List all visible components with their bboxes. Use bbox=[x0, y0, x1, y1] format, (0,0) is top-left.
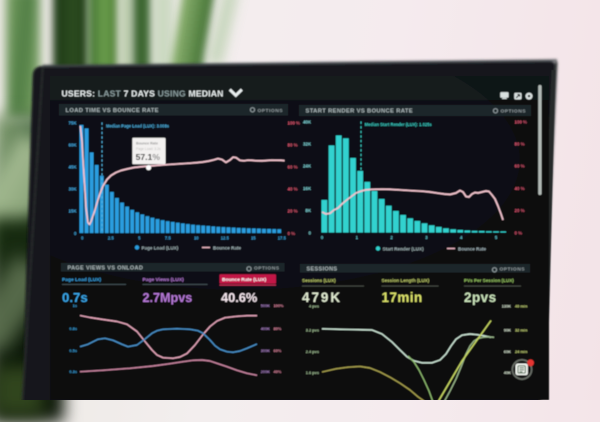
svg-text:START RENDER VS BOUNCE RATE: START RENDER VS BOUNCE RATE bbox=[306, 109, 413, 115]
svg-text:Sessions (LUX): Sessions (LUX) bbox=[302, 278, 336, 283]
svg-text:15K: 15K bbox=[68, 209, 77, 214]
svg-text:130K: 130K bbox=[502, 304, 511, 309]
svg-text:40K: 40K bbox=[303, 119, 312, 124]
svg-text:1s: 1s bbox=[73, 303, 77, 308]
svg-text:0 %: 0 % bbox=[515, 230, 523, 235]
svg-text:2pvs: 2pvs bbox=[464, 290, 497, 305]
svg-text:40 %: 40 % bbox=[515, 186, 525, 191]
svg-text:45K: 45K bbox=[68, 165, 77, 170]
svg-text:100 %: 100 % bbox=[515, 119, 528, 124]
svg-text:2.4 pvs: 2.4 pvs bbox=[306, 349, 319, 354]
svg-text:PVs Per Session (LUX): PVs Per Session (LUX) bbox=[464, 278, 514, 283]
svg-text:3.2 pvs: 3.2 pvs bbox=[306, 328, 319, 333]
svg-text:0.3s: 0.3s bbox=[69, 369, 77, 374]
svg-text:Page Load: 3.2s: Page Load: 3.2s bbox=[136, 147, 161, 151]
svg-text:2.7Mpvs: 2.7Mpvs bbox=[143, 291, 193, 305]
svg-text:SESSIONS: SESSIONS bbox=[307, 266, 338, 272]
svg-text:24K: 24K bbox=[303, 164, 312, 169]
svg-text:0: 0 bbox=[309, 230, 312, 235]
svg-text:17min: 17min bbox=[382, 290, 423, 305]
svg-text:75K: 75K bbox=[68, 120, 77, 125]
svg-text:100%: 100% bbox=[274, 303, 284, 308]
svg-text:30K: 30K bbox=[68, 187, 77, 192]
svg-text:Median Page Load (LUX): 3.008s: Median Page Load (LUX): 3.008s bbox=[106, 124, 170, 129]
svg-text:OPTIONS: OPTIONS bbox=[254, 265, 280, 271]
svg-text:4: 4 bbox=[460, 235, 463, 240]
svg-text:400K: 400K bbox=[261, 326, 270, 331]
svg-text:16K: 16K bbox=[303, 186, 312, 191]
svg-text:500K: 500K bbox=[261, 303, 270, 308]
svg-text:60 %: 60 % bbox=[515, 164, 525, 169]
svg-text:Page Load (LUX): Page Load (LUX) bbox=[142, 246, 179, 251]
svg-text:0: 0 bbox=[81, 235, 84, 240]
svg-text:57.1%: 57.1% bbox=[136, 152, 161, 162]
svg-text:2: 2 bbox=[390, 235, 393, 240]
svg-text:Page Views (LUX): Page Views (LUX) bbox=[143, 277, 185, 283]
svg-text:Start Render (LUX): Start Render (LUX) bbox=[383, 247, 425, 252]
svg-text:80 %: 80 % bbox=[288, 142, 298, 147]
svg-text:LOAD TIME VS BOUNCE RATE: LOAD TIME VS BOUNCE RATE bbox=[66, 108, 159, 114]
svg-text:32K: 32K bbox=[303, 142, 312, 147]
svg-text:7.5: 7.5 bbox=[165, 235, 171, 240]
svg-text:8K: 8K bbox=[305, 208, 311, 213]
svg-text:60K: 60K bbox=[504, 349, 511, 354]
svg-text:60 %: 60 % bbox=[288, 165, 298, 170]
svg-text:OPTIONS: OPTIONS bbox=[499, 266, 525, 272]
svg-text:2.5: 2.5 bbox=[108, 235, 114, 240]
svg-text:3: 3 bbox=[425, 235, 428, 240]
svg-text:Median Start Render (LUX): 1.0: Median Start Render (LUX): 1.025s bbox=[365, 122, 433, 127]
svg-text:60K: 60K bbox=[68, 142, 77, 147]
svg-text:0.5s: 0.5s bbox=[69, 348, 77, 353]
svg-text:40 min: 40 min bbox=[515, 304, 528, 309]
svg-text:60%: 60% bbox=[274, 348, 282, 353]
svg-text:300K: 300K bbox=[261, 348, 270, 353]
svg-text:0 %: 0 % bbox=[288, 231, 296, 236]
svg-text:0.8s: 0.8s bbox=[69, 326, 77, 331]
svg-text:0: 0 bbox=[321, 235, 324, 240]
svg-text:90K: 90K bbox=[504, 328, 511, 333]
svg-text:0: 0 bbox=[74, 231, 77, 236]
svg-text:40K: 40K bbox=[504, 370, 511, 375]
svg-text:Bounce Rate: Bounce Rate bbox=[458, 247, 487, 252]
svg-text:1: 1 bbox=[356, 235, 359, 240]
svg-text:PAGE VIEWS VS ONLOAD: PAGE VIEWS VS ONLOAD bbox=[68, 265, 144, 271]
svg-text:0.7s: 0.7s bbox=[62, 290, 88, 305]
svg-text:1.6 pvs: 1.6 pvs bbox=[306, 370, 319, 375]
svg-text:10: 10 bbox=[194, 235, 199, 240]
svg-text:24 min: 24 min bbox=[515, 349, 528, 354]
svg-text:40%: 40% bbox=[274, 369, 282, 374]
svg-text:5: 5 bbox=[138, 235, 141, 240]
svg-text:Page Load (LUX): Page Load (LUX) bbox=[62, 277, 101, 283]
svg-text:5: 5 bbox=[495, 235, 498, 240]
svg-text:4 pvs: 4 pvs bbox=[309, 304, 319, 309]
svg-text:17.5: 17.5 bbox=[278, 235, 287, 240]
svg-text:Bounce Rate: Bounce Rate bbox=[213, 246, 242, 251]
svg-text:OPTIONS: OPTIONS bbox=[257, 108, 283, 114]
svg-text:OPTIONS: OPTIONS bbox=[500, 109, 526, 115]
svg-text:Bounce Rate (LUX): Bounce Rate (LUX) bbox=[222, 277, 267, 283]
svg-text:20 %: 20 % bbox=[288, 209, 298, 214]
svg-text:Bounce Rate: Bounce Rate bbox=[136, 142, 158, 146]
svg-text:200K: 200K bbox=[261, 369, 270, 374]
svg-text:15: 15 bbox=[251, 235, 256, 240]
svg-text:80 %: 80 % bbox=[515, 142, 525, 147]
svg-text:40.6%: 40.6% bbox=[221, 290, 258, 305]
svg-text:12.5: 12.5 bbox=[221, 235, 230, 240]
svg-text:80%: 80% bbox=[274, 326, 282, 331]
svg-text:32 min: 32 min bbox=[515, 328, 528, 333]
svg-text:100 %: 100 % bbox=[288, 120, 301, 125]
svg-text:40 %: 40 % bbox=[288, 187, 298, 192]
svg-text:479K: 479K bbox=[302, 290, 342, 305]
svg-text:USERS: LAST 7 DAYS USING MEDIA: USERS: LAST 7 DAYS USING MEDIAN bbox=[62, 88, 224, 98]
svg-text:20 %: 20 % bbox=[515, 208, 525, 213]
svg-text:Session Length (LUX): Session Length (LUX) bbox=[382, 278, 430, 283]
